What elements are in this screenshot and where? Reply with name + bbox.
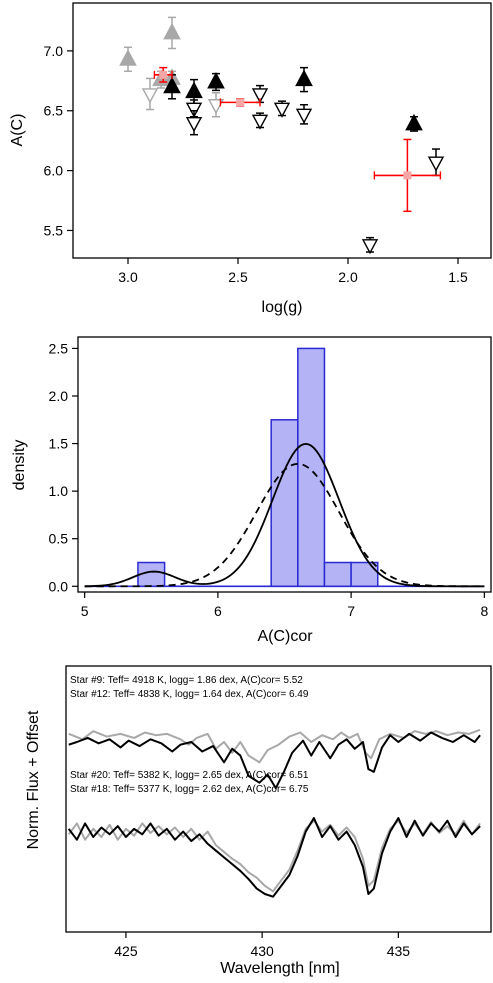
x-tick-label: 6 [214,603,222,619]
data-marks [119,16,445,255]
data-point [185,81,203,99]
histogram-bar [323,561,352,588]
axes: 3.0 2.5 2.0 1.5 5.5 6.0 6.5 7.0 [44,43,468,285]
data-point [295,69,313,87]
histogram-bars [84,347,485,588]
data-point [273,102,291,118]
x-tick-label: 425 [114,943,138,959]
data-point [251,114,269,130]
y-tick-label: 1.0 [49,483,69,499]
y-tick-label: 0.0 [49,578,69,594]
data-point [119,49,137,66]
y-tick-label: 2.5 [49,340,69,356]
star-20-label: Star #20: Teff= 5382 K, logg= 2.65 dex, … [70,770,309,781]
abundance-vs-logg-panel: 3.0 2.5 2.0 1.5 5.5 6.0 6.5 7.0 log(g) A(C) [9,2,492,316]
y-tick-label: 0.5 [49,531,69,547]
star-12-label: Star #12: Teff= 4838 K, logg= 1.64 dex, … [70,689,309,700]
x-tick-label: 8 [480,603,488,619]
data-point [361,239,379,255]
x-tick-label: 430 [250,943,274,959]
data-point [251,88,269,104]
x-tick-label: 1.5 [448,269,468,285]
y-tick-label: 6.5 [44,103,64,119]
x-axis-label: log(g) [262,299,303,316]
y-tick-label: 1.5 [49,436,69,452]
x-tick-label: 5 [81,603,89,619]
x-tick-label: 2.0 [338,269,358,285]
data-point [207,71,225,89]
x-tick-label: 435 [387,943,411,959]
spectrum-line [68,728,481,764]
data-point [159,70,168,79]
data-point [403,171,412,180]
spectra-panel: 425 430 435 Star #9: Teff= 4918 K, logg= 1… [25,665,492,977]
histogram-bar [270,419,299,588]
axes: 425 430 435 [114,932,410,959]
y-axis-label: density [11,440,28,491]
y-axis-label: A(C) [9,114,26,147]
data-point [427,156,445,172]
histogram-bar [297,347,326,588]
data-point [185,117,203,133]
density-curve [84,462,485,588]
x-axis-label: Wavelength [nm] [220,960,339,977]
density-histogram-panel: 5 6 7 8 0.0 0.5 1.0 1.5 2.0 2.5 A(C)cor density [11,336,492,645]
axes: 5 6 7 8 0.0 0.5 1.0 1.5 2.0 2.5 [49,340,489,619]
data-point [405,113,423,131]
y-axis-label: Norm. Flux + Offset [25,710,42,849]
y-tick-label: 6.0 [44,163,64,179]
data-point [163,22,181,40]
y-tick-label: 5.5 [44,222,64,238]
histogram-bar [350,561,379,588]
density-curves [84,442,485,588]
spectra-lines [67,728,481,898]
y-tick-label: 7.0 [44,43,64,59]
x-tick-label: 3.0 [118,269,138,285]
data-point [163,76,181,94]
x-tick-label: 2.5 [228,269,248,285]
y-tick-label: 2.0 [49,388,69,404]
x-axis-label: A(C)cor [257,628,313,645]
plot-frame [77,336,492,593]
data-point [185,102,203,118]
data-point [295,108,313,124]
spectrum-line [67,817,481,898]
data-point [207,99,225,115]
star-18-label: Star #18: Teff= 5377 K, logg= 2.62 dex, … [70,784,309,795]
plot-frame [72,2,492,259]
spectrum-line [68,731,481,790]
x-tick-label: 7 [347,603,355,619]
star-9-label: Star #9: Teff= 4918 K, logg= 1.86 dex, A… [70,675,303,686]
data-point [141,88,159,104]
plot-frame [65,665,492,933]
data-point [236,98,245,107]
